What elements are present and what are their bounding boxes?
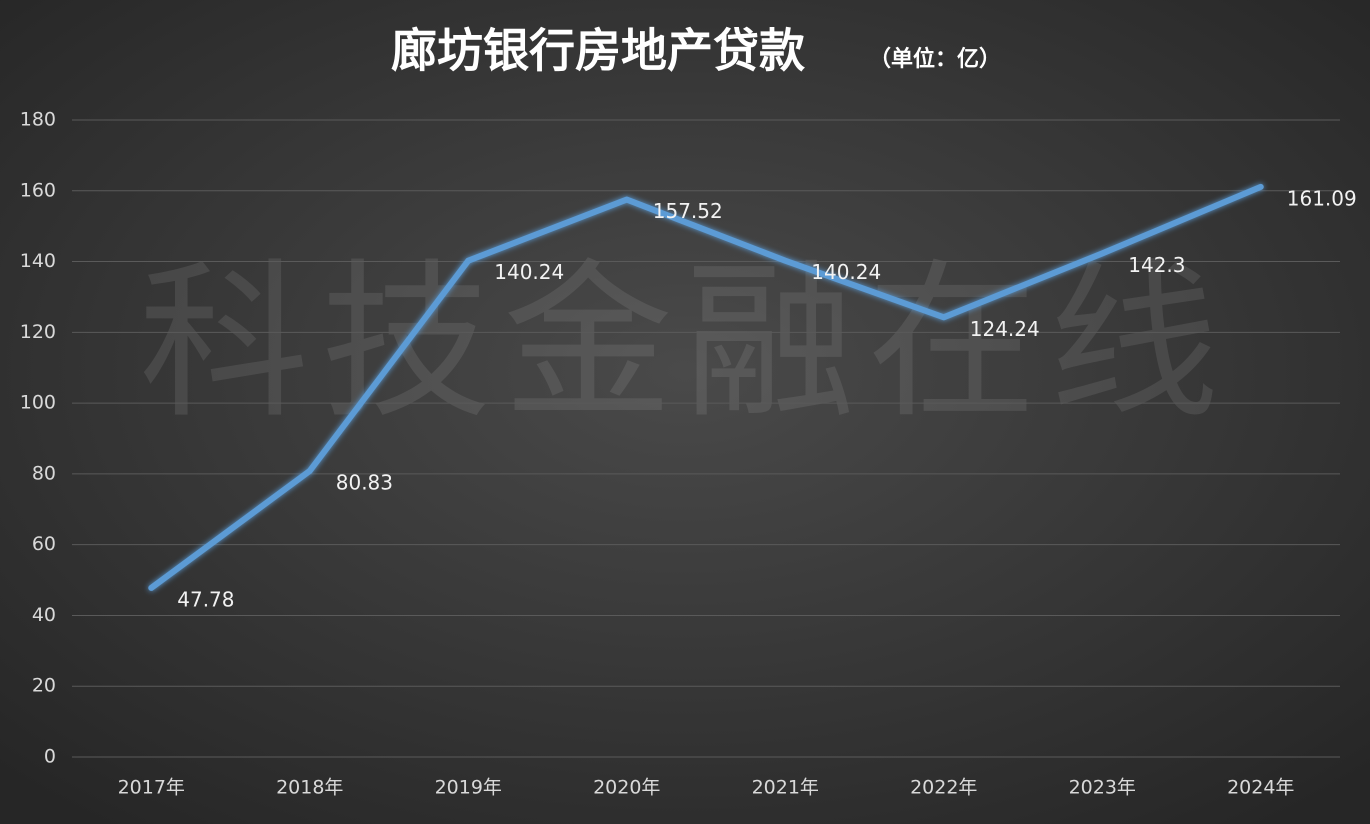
x-tick-label: 2020年	[593, 777, 660, 799]
data-label: 140.24	[494, 260, 564, 284]
y-tick-label: 0	[44, 746, 56, 768]
x-tick-label: 2017年	[118, 777, 185, 799]
x-tick-label: 2019年	[435, 777, 502, 799]
y-tick-label: 40	[32, 604, 56, 626]
plot-area: 0 20 40 60 80 100 120 140 160 180 2017年 2018年 2019年 2…	[20, 109, 1357, 799]
data-label: 47.78	[177, 587, 234, 611]
y-tick-label: 60	[32, 533, 56, 555]
data-label: 157.52	[653, 199, 723, 223]
data-label: 80.83	[336, 470, 393, 494]
y-tick-label: 120	[20, 321, 56, 343]
y-tick-label: 140	[20, 250, 56, 272]
data-label: 142.3	[1128, 253, 1185, 277]
y-tick-label: 100	[20, 392, 56, 414]
data-label: 140.24	[811, 260, 881, 284]
data-label: 161.09	[1287, 186, 1357, 210]
data-label: 124.24	[970, 317, 1040, 341]
y-tick-label: 80	[32, 462, 56, 484]
x-tick-label: 2021年	[752, 777, 819, 799]
y-tick-label: 20	[32, 675, 56, 697]
x-tick-label: 2023年	[1069, 777, 1136, 799]
y-tick-label: 180	[20, 109, 56, 131]
x-tick-label: 2024年	[1227, 777, 1294, 799]
x-tick-label: 2022年	[910, 777, 977, 799]
data-line	[148, 183, 1264, 591]
y-tick-label: 160	[20, 179, 56, 201]
chart-subtitle: （单位：亿）	[869, 46, 1001, 72]
chart-title: 廊坊银行房地产贷款	[391, 24, 805, 78]
watermark: 科技金融在线	[139, 244, 1231, 442]
x-tick-label: 2018年	[276, 777, 343, 799]
